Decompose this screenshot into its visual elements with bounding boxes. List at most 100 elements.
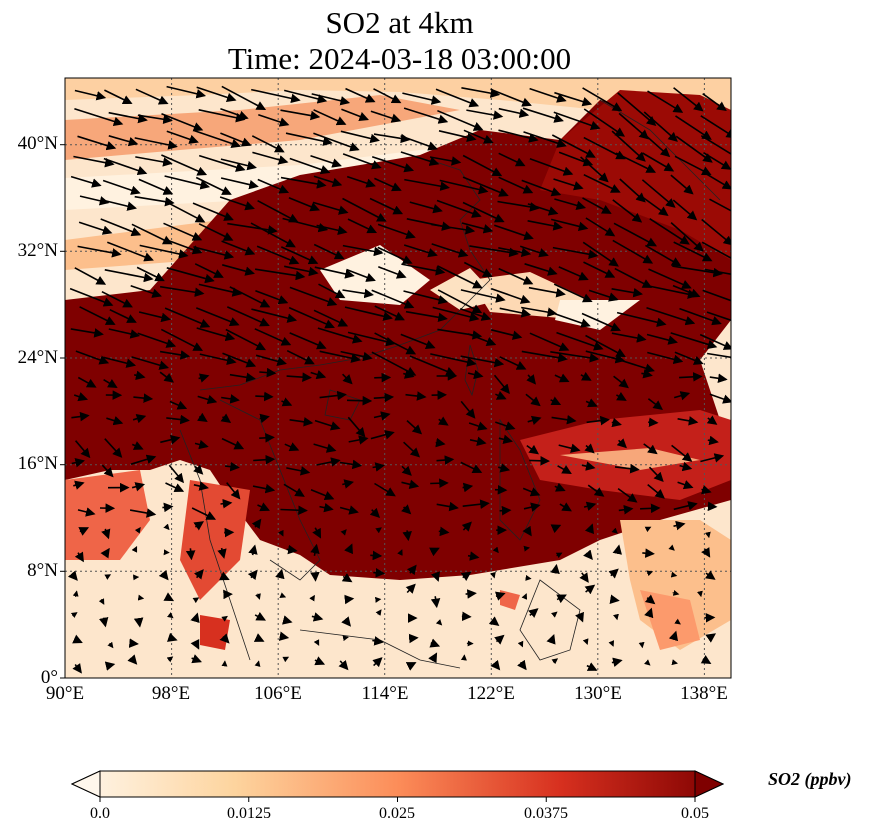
- wind-vector: [647, 351, 684, 365]
- wind-vector: [310, 543, 320, 556]
- wind-vector: [169, 400, 188, 410]
- wind-vector: [74, 551, 84, 563]
- wind-vector: [314, 266, 355, 279]
- wind-vector: [556, 594, 567, 604]
- wind-vector: [400, 151, 440, 166]
- wind-vector: [405, 662, 417, 671]
- wind-vector: [198, 223, 234, 241]
- wind-vector: [521, 350, 568, 363]
- wind-vector: [438, 130, 477, 143]
- wind-vector: [709, 198, 731, 212]
- wind-vector: [67, 570, 78, 581]
- wind-vector: [135, 88, 169, 105]
- wind-vector: [167, 239, 203, 255]
- wind-vector: [403, 290, 449, 305]
- wind-vector: [253, 633, 265, 642]
- wind-vector: [229, 286, 271, 308]
- wind-vector: [259, 413, 270, 424]
- wind-vector: [700, 453, 725, 463]
- wind-vector: [642, 152, 675, 172]
- wind-vector: [342, 635, 349, 642]
- wind-vector: [221, 615, 228, 622]
- colorbar-tick-2: 0.025: [379, 805, 415, 822]
- wind-vector: [196, 307, 240, 327]
- wind-vector: [158, 569, 169, 581]
- wind-vector: [72, 590, 79, 598]
- wind-vector: [498, 434, 513, 445]
- wind-vector: [134, 370, 146, 380]
- wind-vector: [312, 527, 322, 539]
- wind-vector: [461, 87, 501, 98]
- wind-vector: [159, 350, 191, 360]
- wind-vector: [192, 129, 242, 149]
- wind-vector: [523, 131, 567, 148]
- wind-vector: [278, 631, 290, 641]
- wind-vector: [558, 266, 589, 281]
- wind-vector: [559, 502, 572, 512]
- wind-vector: [674, 155, 712, 176]
- wind-vector: [529, 456, 550, 466]
- wind-vector: [166, 632, 178, 642]
- wind-vector: [280, 176, 327, 189]
- wind-vector: [165, 200, 206, 223]
- wind-vector: [647, 483, 665, 499]
- lon-label-98e: 98°E: [151, 683, 191, 704]
- wind-vector: [286, 544, 298, 555]
- lon-label-138e: 138°E: [680, 683, 728, 704]
- wind-vector: [575, 611, 584, 623]
- wind-vector: [127, 654, 138, 665]
- wind-vector: [78, 221, 113, 235]
- wind-vector: [437, 109, 484, 131]
- wind-vector: [339, 505, 359, 515]
- wind-vector: [98, 598, 105, 605]
- wind-vector: [77, 135, 117, 151]
- wind-vector: [612, 544, 622, 555]
- colorbar: [70, 770, 725, 802]
- wind-vector: [71, 457, 85, 468]
- wind-vector: [614, 463, 640, 474]
- wind-vector: [611, 130, 646, 162]
- wind-vector: [71, 411, 90, 422]
- wind-vector: [163, 592, 175, 602]
- wind-vector: [706, 311, 731, 322]
- wind-vector: [284, 442, 300, 452]
- wind-vector: [646, 333, 678, 345]
- wind-vector: [668, 544, 675, 551]
- wind-vector: [77, 245, 122, 258]
- wind-vector: [529, 87, 567, 103]
- wind-vector: [499, 356, 527, 370]
- wind-vector: [197, 412, 208, 422]
- wind-vector: [377, 246, 413, 264]
- wind-vector: [251, 308, 298, 323]
- wind-vector: [679, 307, 722, 326]
- wind-vector: [673, 520, 686, 531]
- wind-vector: [490, 571, 496, 579]
- wind-vector: [313, 243, 345, 260]
- wind-vector: [289, 286, 338, 307]
- wind-vector: [255, 354, 287, 366]
- wind-vector: [498, 152, 526, 167]
- wind-vector: [495, 421, 516, 431]
- wind-vector: [250, 222, 296, 248]
- wind-vector: [431, 223, 476, 235]
- wind-vector: [435, 437, 446, 448]
- wind-vector: [408, 633, 419, 644]
- wind-vector: [435, 88, 480, 108]
- wind-vector: [279, 592, 287, 598]
- wind-vector: [465, 589, 477, 599]
- wind-vector: [135, 156, 173, 167]
- wind-vector: [256, 245, 300, 265]
- wind-vector: [341, 573, 353, 583]
- wind-vector: [70, 328, 104, 338]
- wind-vector: [437, 328, 483, 340]
- wind-vector: [347, 416, 366, 438]
- wind-vector: [319, 350, 361, 363]
- wind-vector: [310, 571, 320, 582]
- wind-vector: [159, 371, 174, 383]
- wind-vector: [191, 654, 202, 664]
- wind-vector: [463, 129, 494, 144]
- wind-vector: [221, 85, 267, 111]
- wind-vector: [583, 173, 621, 193]
- wind-vector: [310, 369, 327, 380]
- wind-vector: [342, 373, 353, 385]
